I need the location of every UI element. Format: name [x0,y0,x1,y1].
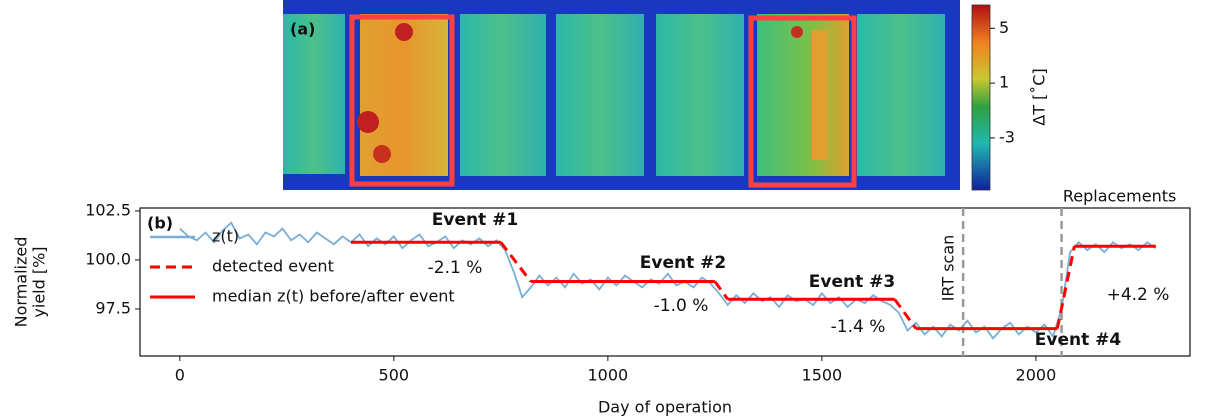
annotation: Event #4 [1035,330,1122,350]
colorbar-tick-label: 5 [999,18,1009,37]
data-line [499,241,1076,330]
annotation: Event #3 [809,272,895,292]
panel-label: (a) [290,20,315,39]
colorbar-tick-label: -3 [999,127,1015,146]
colorbar-tick-label: 1 [999,73,1009,92]
legend-label: detected event [212,257,334,276]
colorbar-label: ΔT [˚C] [1030,68,1049,125]
annotation: Event #2 [640,253,726,273]
y-axis-label: yield [%] [30,246,49,317]
x-tick-label: 2000 [1016,366,1057,385]
reference-label: IRT scan [939,235,958,302]
annotation: +4.2 % [1107,285,1170,305]
thermal-image [283,0,991,191]
panel-label: (b) [147,214,173,233]
x-tick-label: 1500 [802,366,843,385]
plot-frame [139,207,1191,357]
y-tick-label: 102.5 [85,200,131,219]
annotation: -1.0 % [654,296,709,316]
x-tick-label: 1000 [587,366,628,385]
x-tick-label: 0 [175,366,185,385]
annotation: -2.1 % [428,258,483,278]
annotation: Event #1 [432,210,518,230]
annotation: -1.4 % [831,317,886,337]
x-tick-label: 500 [379,366,410,385]
data-line [179,221,1157,340]
data-line [351,240,1156,331]
y-tick-label: 97.5 [95,298,131,317]
x-axis-label: Day of operation [598,398,732,417]
legend-label: z(t) [212,227,239,246]
reference-label: Replacements [1063,187,1176,206]
y-tick-label: 100.0 [85,249,131,268]
y-axis-label: Normalized [12,237,31,328]
legend-label: median z(t) before/after event [212,287,455,306]
